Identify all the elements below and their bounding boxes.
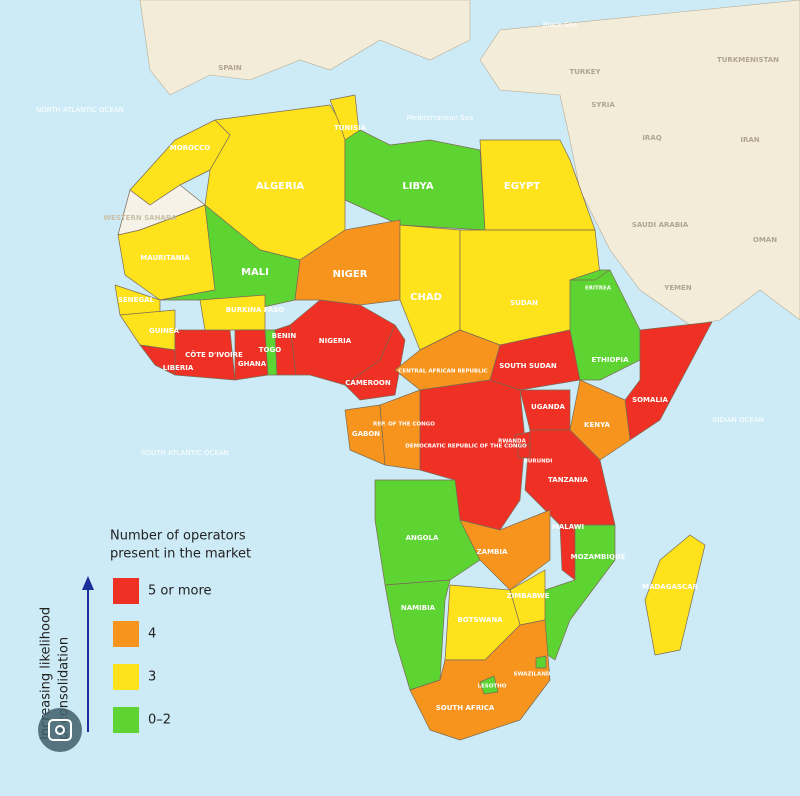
country-label: SOUTH SUDAN [499, 362, 557, 370]
country-label: UGANDA [531, 403, 566, 411]
place-label: INDIAN OCEAN [712, 416, 764, 424]
country [419, 379, 526, 531]
country-label: GHANA [238, 360, 267, 368]
legend-swatch [113, 621, 139, 647]
legend-label: 0–2 [148, 713, 171, 728]
legend-title: Number of operators [110, 529, 246, 544]
legend-swatch [113, 707, 139, 733]
country-label: MALAWI [552, 523, 584, 531]
country-label: EGYPT [504, 181, 540, 192]
legend-title: present in the market [110, 547, 251, 562]
country-label: GUINEA [149, 327, 180, 335]
place-label: NORTH ATLANTIC OCEAN [36, 106, 124, 114]
country-label: ZAMBIA [477, 548, 508, 556]
country-label: CÔTE D'IVOIRE [185, 350, 243, 359]
place-label: YEMEN [663, 284, 692, 292]
lens-icon-frame [48, 719, 72, 741]
legend-swatch [113, 664, 139, 690]
country-label: LESOTHO [478, 684, 507, 690]
country-label: NIGER [333, 269, 368, 280]
place-label: IRAQ [642, 134, 661, 142]
country-label: SWAZILAND [513, 672, 550, 678]
country-label: SOMALIA [632, 396, 668, 404]
country [489, 329, 581, 391]
country-label: CHAD [410, 292, 442, 303]
country [569, 269, 641, 381]
country-label: BENIN [272, 332, 297, 340]
legend-swatch [113, 578, 139, 604]
country [569, 379, 631, 461]
labels: MOROCCO WESTERN SAHARA ALGERIA TUNISIA LIBYA… [36, 21, 779, 712]
country-label: MOZAMBIQUE [571, 553, 626, 561]
place-label: Black Sea [543, 21, 577, 29]
asia-land [479, 0, 800, 326]
country [344, 129, 486, 231]
legend-axis-label: Increasing likelihood [39, 607, 54, 740]
country [409, 619, 551, 741]
country-label: SUDAN [510, 299, 538, 307]
place-label: SAUDI ARABIA [632, 221, 689, 229]
country-label: SOUTH AFRICA [436, 704, 495, 712]
lens-icon[interactable] [38, 708, 82, 752]
country-label: BURUNDI [524, 459, 553, 465]
country-label: SENEGAL [118, 296, 155, 304]
country-label: MAURITANIA [140, 254, 190, 262]
country [344, 324, 406, 401]
country-label: RWANDA [498, 439, 526, 445]
place-label: Mediterranean Sea [407, 114, 473, 122]
place-label: IRAN [740, 136, 759, 144]
country-label: BOTSWANA [457, 616, 503, 624]
country-label: ALGERIA [256, 181, 305, 192]
legend-label: 3 [148, 670, 156, 685]
country [644, 534, 706, 656]
country [569, 269, 611, 281]
country-label: DEMOCRATIC REPUBLIC OF THE CONGO [405, 444, 527, 450]
country-label: TANZANIA [548, 476, 588, 484]
country [459, 509, 551, 591]
country-label: CENTRAL AFRICAN REPUBLIC [398, 369, 487, 375]
place-label: TURKEY [569, 68, 601, 76]
country-label: MOROCCO [170, 144, 211, 152]
country [294, 219, 401, 306]
country [535, 655, 547, 669]
country-label: TOGO [259, 346, 281, 354]
country-label: CAMEROON [345, 379, 391, 387]
country-label: LIBERIA [163, 364, 194, 372]
country-label: GABON [352, 430, 380, 438]
country-label: NIGERIA [319, 337, 352, 345]
countries [114, 94, 713, 741]
country-label: MALI [241, 267, 269, 278]
place-label: SPAIN [218, 64, 242, 72]
country-label: ERITREA [585, 286, 612, 292]
country-label: KENYA [584, 421, 610, 429]
country [539, 524, 616, 661]
country-label: MADAGASCAR [642, 583, 698, 591]
country-label: ETHIOPIA [591, 356, 629, 364]
country-label: ZIMBABWE [507, 592, 550, 600]
country-label: NAMIBIA [401, 604, 436, 612]
country-label: TUNISIA [334, 124, 367, 132]
country-label: LIBYA [402, 181, 433, 192]
place-label: TURKMENISTAN [717, 56, 779, 64]
place-label: SOUTH ATLANTIC OCEAN [141, 449, 229, 457]
country [517, 444, 531, 459]
europe-land [139, 0, 471, 96]
place-label: OMAN [753, 236, 777, 244]
country [479, 139, 596, 231]
country [479, 675, 499, 695]
legend-arrow-head [82, 576, 94, 590]
place-label: SYRIA [591, 101, 615, 109]
country [374, 479, 481, 586]
legend-label: 5 or more [148, 584, 212, 599]
lens-icon-dot [55, 725, 65, 735]
country-label: REP. OF THE CONGO [373, 422, 435, 428]
country-label: ANGOLA [406, 534, 439, 542]
country-label: BURKINA FASO [226, 306, 285, 314]
country-label: WESTERN SAHARA [103, 214, 177, 222]
legend-label: 4 [148, 627, 156, 642]
